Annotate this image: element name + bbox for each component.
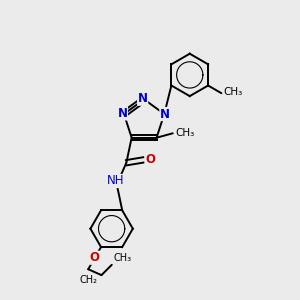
Text: CH₂: CH₂: [79, 274, 97, 284]
Text: N: N: [160, 107, 170, 121]
Text: CH₃: CH₃: [176, 128, 195, 138]
Text: CH₃: CH₃: [113, 253, 131, 263]
Text: N: N: [138, 92, 148, 105]
Text: N: N: [118, 107, 128, 120]
Text: CH₃: CH₃: [224, 87, 243, 97]
Text: O: O: [90, 251, 100, 264]
Text: NH: NH: [107, 175, 125, 188]
Text: O: O: [145, 153, 155, 166]
